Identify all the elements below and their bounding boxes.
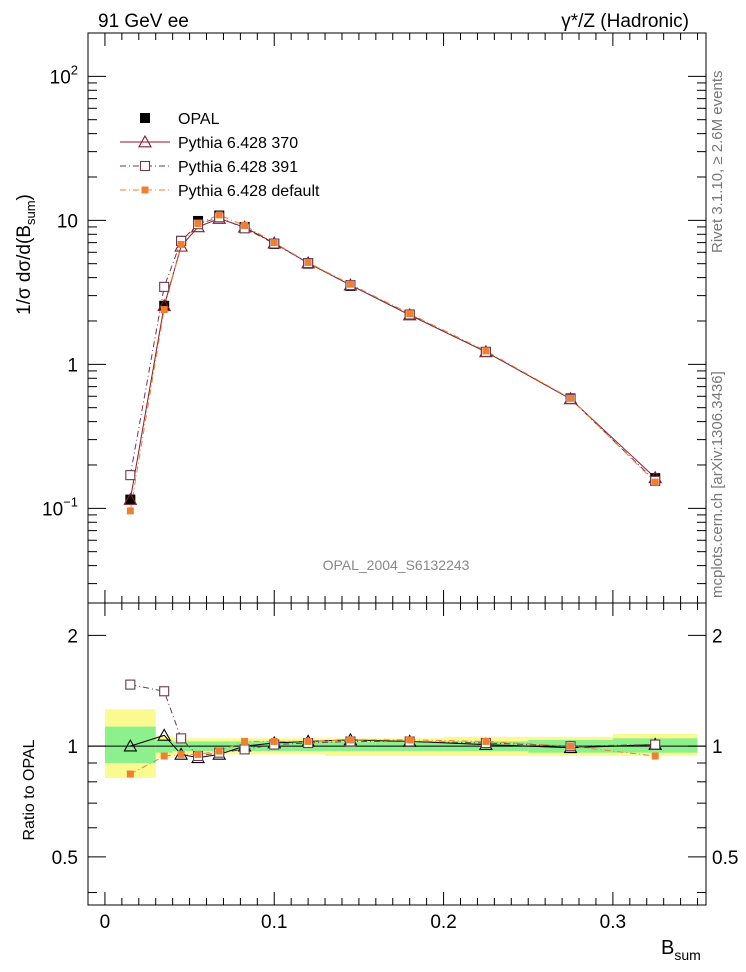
ratio-point-pythia-6-428-default (160, 752, 168, 760)
data-point-pythia-6-428-default (651, 478, 659, 486)
data-point-pythia-6-428-default (406, 310, 414, 318)
ratio-point-pythia-6-428-default (651, 752, 659, 760)
data-point-pythia-6-428-default (482, 347, 490, 355)
ratio-point-pythia-6-428-default (241, 737, 249, 745)
ratio-y-tick-label-right: 1 (712, 737, 723, 758)
legend-marker-pythia-6-428-370 (138, 134, 152, 148)
legend-label-pythia-6-428-391: Pythia 6.428 391 (178, 159, 298, 176)
ratio-y-tick-label-left: 1 (67, 737, 78, 758)
ratio-y-tick-label-right: 0.5 (712, 848, 738, 869)
legend-label-pythia-6-428-370: Pythia 6.428 370 (178, 135, 298, 152)
ratio-frame (87, 602, 707, 906)
ratio-point-pythia-6-428-default (482, 737, 490, 745)
ratio-band-inner (104, 726, 156, 763)
rivet-version-label: Rivet 3.1.10, ≥ 2.6M events (709, 71, 726, 254)
x-tick-label: 0.1 (261, 912, 287, 933)
data-point-pythia-6-428-default (215, 211, 223, 219)
ratio-y-axis-label: Ratio to OPAL (21, 739, 38, 840)
data-point-pythia-6-428-default (194, 220, 202, 228)
ratio-y-tick-label-right: 2 (712, 626, 723, 647)
data-point-pythia-6-428-370 (123, 492, 138, 505)
legend-label-pythia-6-428-default: Pythia 6.428 default (178, 183, 320, 200)
legend-label-opal: OPAL (178, 111, 220, 128)
data-point-pythia-6-428-391 (125, 470, 136, 481)
source-label: mcplots.cern.ch [arXiv:1306.3436] (709, 371, 726, 598)
ratio-point-pythia-6-428-370 (123, 739, 138, 752)
ratio-point-pythia-6-428-default (567, 742, 575, 750)
legend-marker-pythia-6-428-391 (139, 160, 151, 172)
ratio-point-pythia-6-428-391 (176, 733, 187, 744)
ratio-point-pythia-6-428-default (346, 736, 354, 744)
data-point-opal (125, 494, 136, 505)
data-point-pythia-6-428-default (177, 240, 185, 248)
ratio-point-pythia-6-428-391 (239, 744, 250, 755)
ratio-point-pythia-6-428-391 (650, 739, 661, 750)
ratio-point-pythia-6-428-391 (125, 679, 136, 690)
ratio-point-pythia-6-428-default (215, 747, 223, 755)
main-panel: 10−1 1 10 102 (42, 32, 707, 616)
legend: OPAL Pythia 6.428 370 Pythia 6.428 391 Pyth… (120, 111, 320, 200)
header-right-label: γ*/Z (Hadronic) (561, 11, 689, 32)
data-point-pythia-6-428-default (270, 239, 278, 247)
data-point-pythia-6-428-391 (159, 281, 170, 292)
x-tick-label: 0.3 (600, 912, 626, 933)
ratio-point-pythia-6-428-default (177, 750, 185, 758)
ratio-point-pythia-6-428-370 (157, 728, 172, 741)
analysis-id-label: OPAL_2004_S6132243 (323, 557, 470, 573)
data-point-pythia-6-428-default (304, 258, 312, 266)
ratio-point-pythia-6-428-default (406, 736, 414, 744)
data-point-pythia-6-428-default (160, 306, 168, 314)
ratio-point-pythia-6-428-391 (159, 686, 170, 697)
ratio-point-pythia-6-428-default (304, 737, 312, 745)
ratio-y-tick-label-left: 2 (67, 626, 78, 647)
main-y-axis-label: 1/σ dσ/d(Bsum) (14, 194, 38, 315)
x-axis-label: Bsum (661, 937, 701, 963)
header-left-label: 91 GeV ee (98, 11, 189, 32)
data-point-pythia-6-428-default (567, 394, 575, 402)
x-tick-label: 0.2 (430, 912, 456, 933)
main-y-tick-label: 10−1 (42, 494, 78, 520)
main-y-tick-label: 102 (50, 62, 78, 88)
ratio-point-pythia-6-428-default (194, 750, 202, 758)
ratio-point-pythia-6-428-default (270, 737, 278, 745)
series-line-pythia-6-428-391 (129, 216, 656, 482)
data-point-pythia-6-428-default (241, 222, 249, 230)
data-point-opal (159, 300, 170, 311)
series-line-pythia-6-428-default (129, 214, 656, 511)
ratio-panel: 0 0.1 0.2 0.3 0.5 0.5 1 1 2 2 (52, 602, 738, 933)
legend-marker-pythia-6-428-default (141, 186, 149, 194)
data-point-pythia-6-428-default (126, 507, 134, 515)
main-y-tick-label: 10 (57, 211, 78, 232)
ratio-point-pythia-6-428-default (126, 770, 134, 778)
data-point-pythia-6-428-default (346, 280, 354, 288)
series-line-pythia-6-428-370 (129, 217, 656, 500)
ratio-y-tick-label-left: 0.5 (52, 848, 78, 869)
main-y-tick-label: 1 (67, 355, 78, 376)
legend-marker-opal (140, 113, 150, 123)
x-tick-label: 0 (100, 912, 111, 933)
